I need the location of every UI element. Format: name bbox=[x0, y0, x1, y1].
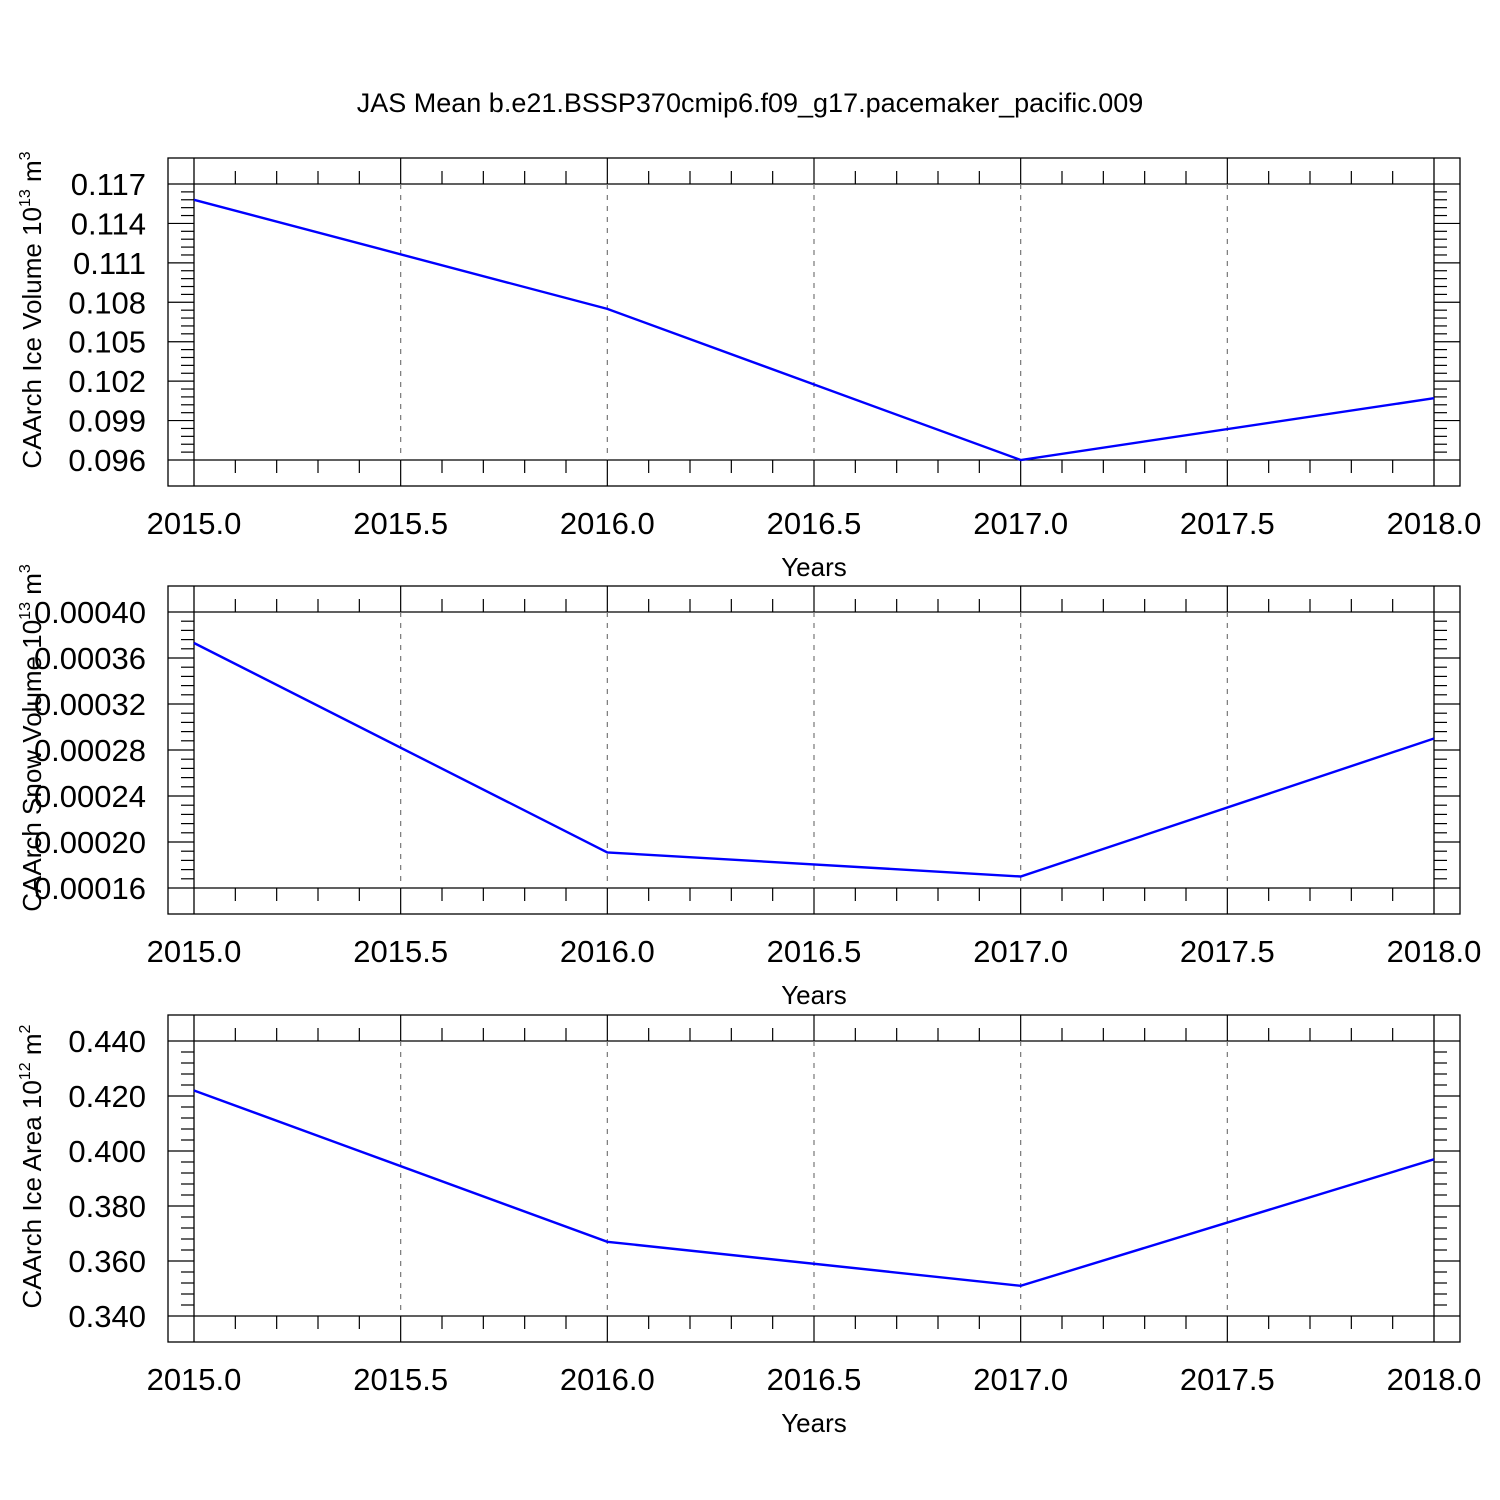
x-tick-label: 2016.5 bbox=[767, 506, 862, 541]
x-tick-label: 2015.5 bbox=[353, 506, 448, 541]
x-tick-label: 2015.0 bbox=[147, 934, 242, 969]
x-tick-label: 2016.0 bbox=[560, 1362, 655, 1397]
x-tick-label: 2017.5 bbox=[1180, 1362, 1275, 1397]
y-tick-label: 0.114 bbox=[71, 206, 146, 241]
y-tick-label: 0.00040 bbox=[34, 595, 146, 630]
y-tick-label: 0.111 bbox=[73, 246, 146, 281]
y-axis-title: CAArch Ice Volume 1013 m3 bbox=[17, 151, 47, 468]
x-tick-label: 2016.0 bbox=[560, 506, 655, 541]
x-tick-label: 2016.5 bbox=[767, 934, 862, 969]
x-tick-label: 2017.5 bbox=[1180, 934, 1275, 969]
x-tick-label: 2015.0 bbox=[147, 1362, 242, 1397]
x-tick-label: 2016.5 bbox=[767, 1362, 862, 1397]
panel-1: 2015.0 2015.5 2016.0 2016.5 2017.0 2017.5 2018… bbox=[17, 151, 1481, 582]
series-line-1 bbox=[193, 198, 1435, 462]
y-tick-label: 0.102 bbox=[68, 364, 146, 399]
y-tick-label: 0.420 bbox=[68, 1079, 146, 1114]
panel-2: 2015.0 2015.5 2016.0 2016.5 2017.0 2017.5 2018… bbox=[17, 564, 1481, 1010]
y-tick-label: 0.117 bbox=[71, 167, 146, 202]
y-tick-label: 0.096 bbox=[68, 443, 146, 478]
y-tick-label: 0.440 bbox=[68, 1024, 146, 1059]
x-tick-label: 2018.0 bbox=[1387, 1362, 1482, 1397]
x-tick-label: 2017.0 bbox=[973, 1362, 1068, 1397]
y-tick-label: 0.00020 bbox=[34, 825, 146, 860]
y-tick-label: 0.00032 bbox=[34, 687, 146, 722]
chart-title: JAS Mean b.e21.BSSP370cmip6.f09_g17.pace… bbox=[357, 88, 1144, 118]
y-tick-label: 0.108 bbox=[68, 285, 146, 320]
y-tick-label: 0.00016 bbox=[34, 871, 146, 906]
series-line-1 bbox=[193, 1089, 1435, 1288]
y-tick-label: 0.360 bbox=[68, 1244, 146, 1279]
y-tick-label: 0.105 bbox=[68, 325, 146, 360]
y-tick-label: 0.099 bbox=[68, 404, 146, 439]
x-tick-label: 2017.0 bbox=[973, 934, 1068, 969]
x-axis-title: Years bbox=[781, 980, 847, 1010]
series-line-1 bbox=[193, 641, 1435, 878]
y-tick-label: 0.00028 bbox=[34, 733, 146, 768]
panel-3: 2015.0 2015.5 2016.0 2016.5 2017.0 2017.5 2018… bbox=[17, 1014, 1482, 1438]
y-tick-label: 0.380 bbox=[68, 1189, 146, 1224]
y-tick-label: 0.00036 bbox=[34, 641, 146, 676]
x-axis-title: Years bbox=[781, 1408, 847, 1438]
y-tick-label: 0.400 bbox=[68, 1134, 146, 1169]
y-axis-title: CAArch Snow Volume 1013 m3 bbox=[17, 564, 47, 912]
x-axis-title: Years bbox=[781, 552, 847, 582]
x-tick-label: 2016.0 bbox=[560, 934, 655, 969]
x-tick-label: 2015.5 bbox=[353, 1362, 448, 1397]
x-tick-label: 2018.0 bbox=[1387, 934, 1482, 969]
chart-panels: 2015.0 2015.5 2016.0 2016.5 2017.0 2017.5 2018… bbox=[17, 151, 1481, 1438]
y-axis-title: CAArch Ice Area 1012 m2 bbox=[17, 1024, 47, 1308]
x-tick-label: 2017.0 bbox=[973, 506, 1068, 541]
x-tick-label: 2015.0 bbox=[147, 506, 242, 541]
y-tick-label: 0.340 bbox=[68, 1299, 146, 1334]
x-tick-label: 2018.0 bbox=[1387, 506, 1482, 541]
x-tick-label: 2015.5 bbox=[353, 934, 448, 969]
y-tick-label: 0.00024 bbox=[34, 779, 146, 814]
x-tick-label: 2017.5 bbox=[1180, 506, 1275, 541]
